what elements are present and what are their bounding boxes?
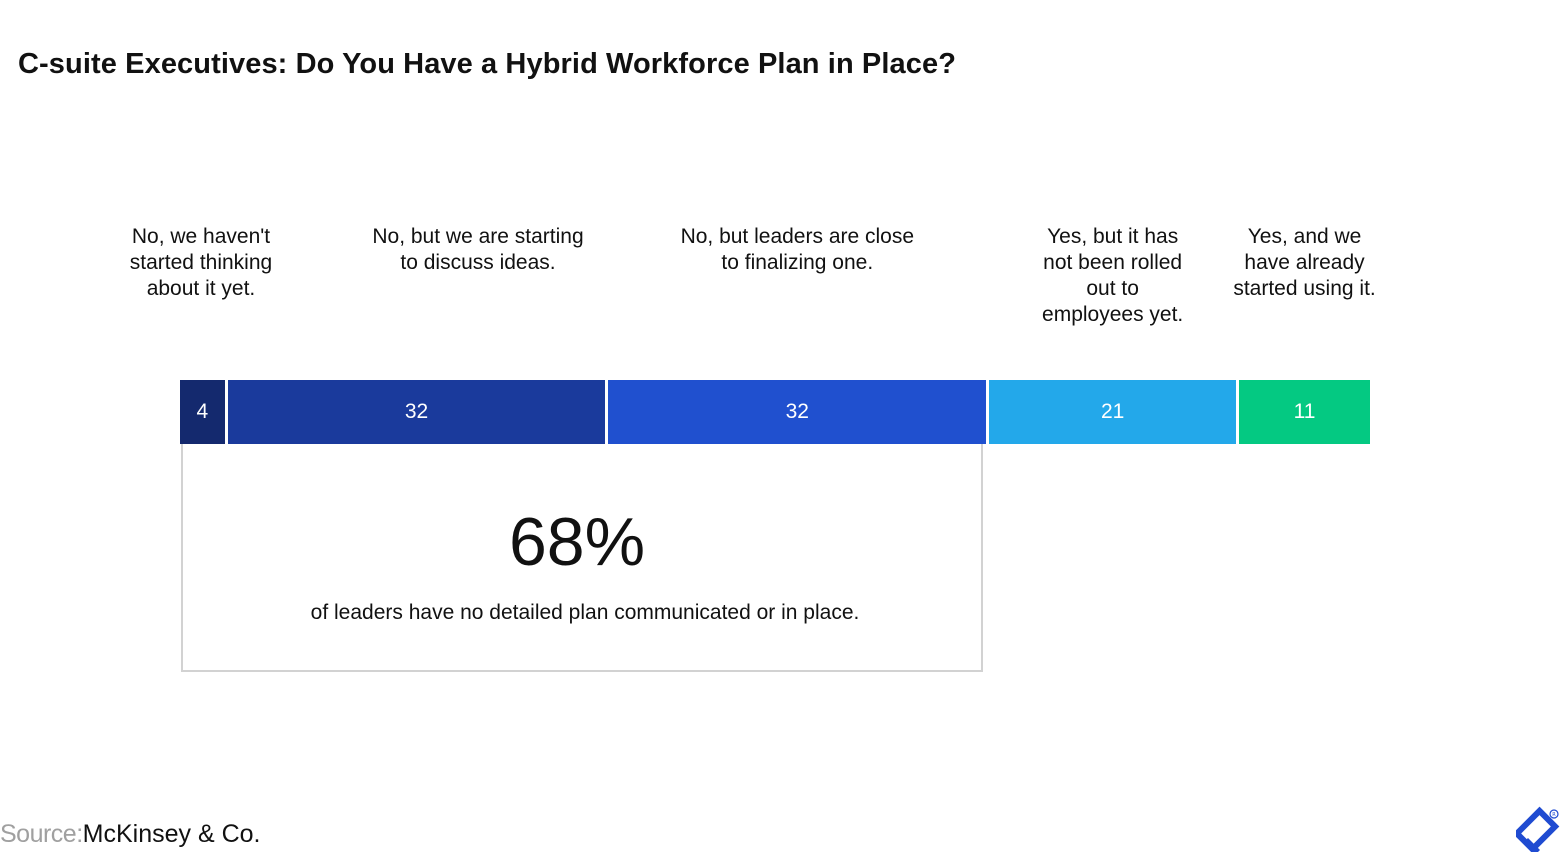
category-labels: No, we haven't started thinking about it y…	[0, 224, 1560, 354]
category-label-5: Yes, and we have already started using it.	[1215, 224, 1395, 302]
category-label-line: to finalizing one.	[721, 251, 874, 274]
bar-value-label-2: 32	[404, 400, 429, 423]
toptal-logo-icon: R	[1516, 806, 1560, 852]
category-label-line: employees yet.	[1042, 303, 1184, 326]
chart-title: C-suite Executives: Do You Have a Hybrid…	[18, 48, 957, 80]
source-line: Source:McKinsey & Co.	[0, 820, 261, 849]
category-label-line: about it yet.	[146, 277, 256, 300]
category-label-line: No, we haven't	[131, 225, 271, 248]
bar-segment-1	[180, 380, 225, 444]
category-label-line: out to	[1086, 277, 1139, 300]
source-label: Source:	[0, 820, 83, 848]
category-label-line: not been rolled	[1043, 251, 1183, 274]
category-label-line: No, but leaders are close	[680, 225, 915, 248]
source-value: McKinsey & Co.	[82, 820, 261, 848]
bar-value-label-1: 4	[196, 400, 209, 423]
category-label-line: started using it.	[1233, 277, 1376, 300]
category-label-line: to discuss ideas.	[400, 251, 556, 274]
stacked-bar: 4 32 32 21 11	[180, 380, 1370, 444]
bar-segment-5	[1239, 380, 1370, 444]
bar-segment-2	[227, 380, 606, 444]
bar-segment-4	[989, 380, 1237, 444]
category-label-4: Yes, but it has not been rolled out to empl…	[1023, 224, 1203, 328]
callout-box	[181, 444, 983, 672]
category-label-line: have already	[1244, 251, 1365, 274]
bar-value-label-4: 21	[1100, 400, 1125, 423]
category-label-2: No, but we are starting to discuss ideas.	[348, 224, 608, 276]
category-label-1: No, we haven't started thinking about it y…	[101, 224, 301, 302]
callout-text: of leaders have no detailed plan communi…	[310, 601, 860, 624]
callout-value: 68%	[508, 504, 646, 580]
category-label-line: Yes, and we	[1247, 225, 1362, 248]
bar-value-label-3: 32	[785, 400, 809, 423]
bar-segment-3	[608, 380, 987, 444]
category-label-3: No, but leaders are close to finalizing o…	[652, 224, 942, 276]
category-label-line: started thinking	[129, 251, 273, 274]
svg-text:R: R	[1552, 812, 1556, 818]
category-label-line: No, but we are starting	[372, 225, 584, 248]
bar-value-label-5: 11	[1293, 400, 1316, 423]
category-label-line: Yes, but it has	[1047, 225, 1179, 248]
